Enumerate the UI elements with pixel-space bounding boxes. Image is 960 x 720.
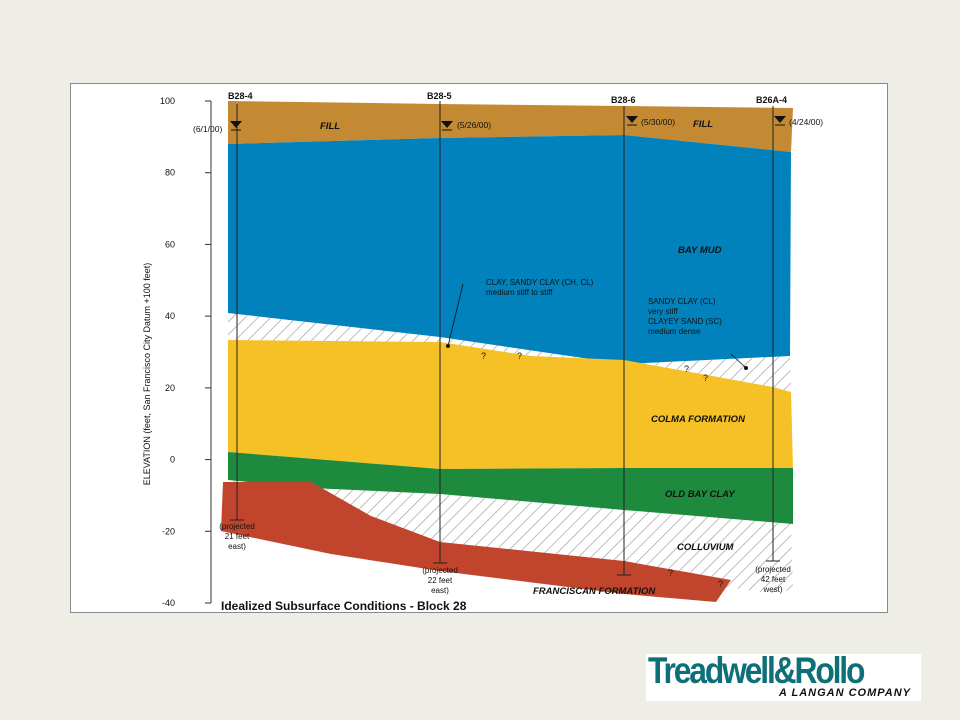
y-tick-label: 60 [165,239,175,249]
svg-text:21 feet: 21 feet [225,532,250,541]
svg-text:SANDY CLAY (CL): SANDY CLAY (CL) [648,297,716,306]
boring-id-b28-5: B28-5 [427,91,452,101]
y-tick-label: 0 [170,455,175,465]
water-level-icon [626,116,638,126]
svg-text:CLAY, SANDY CLAY (CH, CL): CLAY, SANDY CLAY (CH, CL) [486,278,594,287]
y-tick-label: -40 [162,598,175,608]
uncertain-mark: ? [703,373,708,383]
y-tick-label: 40 [165,311,175,321]
svg-text:CLAYEY SAND (SC): CLAYEY SAND (SC) [648,317,722,326]
uncertain-mark: ? [517,351,522,361]
layer-label-franciscan: FRANCISCAN FORMATION [533,586,656,597]
diagram-canvas: 100 80 60 40 20 0 -20 -40 ELEVATION (feet, San … [142,91,823,613]
layer-label-fill-left: FILL [320,121,340,132]
franciscan-formation-layer [221,482,731,602]
boring-note-b26a-4: (projected 42 feet west) [755,565,791,594]
uncertain-mark: ? [684,364,689,374]
boring-date-b28-4: (6/1/00) [193,124,222,134]
y-tick-label: -20 [162,526,175,536]
svg-text:medium stiff to stiff: medium stiff to stiff [486,288,553,297]
layer-label-old-bay-clay: OLD BAY CLAY [665,489,736,500]
company-logo: Treadwell&Rollo A LANGAN COMPANY [646,650,921,701]
svg-text:very stiff: very stiff [648,307,678,316]
y-tick-label: 80 [165,168,175,178]
svg-text:(projected: (projected [219,522,255,531]
svg-text:(projected: (projected [422,566,458,575]
svg-text:east): east) [431,586,449,595]
y-tick-label: 20 [165,383,175,393]
boring-date-b28-6: (5/30/00) [641,117,675,127]
svg-text:west): west) [762,585,782,594]
bay-mud-layer [228,135,791,364]
y-axis-label: ELEVATION (feet, San Francisco City Datu… [142,263,152,486]
callout-sandy: SANDY CLAY (CL) very stiff CLAYEY SAND (… [648,297,722,336]
y-tick-label: 100 [160,96,175,106]
callout-point-clay [446,344,450,348]
logo-tagline: A LANGAN COMPANY [778,687,911,699]
callout-leader-clay [447,283,464,347]
svg-text:(projected: (projected [755,565,791,574]
colluvium-hatch [228,480,793,593]
callout-leader-sandy [730,353,747,369]
colma-formation-layer [228,340,793,469]
boring-date-b28-5: (5/26/00) [457,120,491,130]
uncertain-mark: ? [718,579,723,589]
subsurface-diagram: 100 80 60 40 20 0 -20 -40 ELEVATION (feet, San … [70,83,888,613]
boring-date-b26a-4: (4/24/00) [789,117,823,127]
svg-text:medium dense: medium dense [648,327,701,336]
boring-note-b28-4: (projected 21 feet east) [219,522,255,551]
clay-lens-hatch [228,313,791,392]
uncertain-mark: ? [481,351,486,361]
callout-clay: CLAY, SANDY CLAY (CH, CL) medium stiff t… [486,278,594,297]
fill-layer [228,101,793,152]
logo-wordmark: Treadwell&Rollo [648,650,865,691]
diagram-title: Idealized Subsurface Conditions - Block … [221,599,467,613]
layer-label-colma: COLMA FORMATION [651,414,746,425]
boring-note-b28-5: (projected 22 feet east) [422,566,458,595]
water-level-icon [441,121,453,131]
old-bay-clay-layer [228,452,793,524]
boring-id-b28-4: B28-4 [228,91,253,101]
layer-label-colluvium: COLLUVIUM [677,542,735,553]
y-axis-ticks: 100 80 60 40 20 0 -20 -40 [160,96,211,608]
uncertain-mark: ? [668,568,673,578]
layer-label-bay-mud: BAY MUD [678,245,722,256]
layer-label-fill-right: FILL [693,119,713,130]
water-level-icon [230,121,242,131]
water-level-icon [774,116,786,126]
svg-text:east): east) [228,542,246,551]
callout-point-sandy [744,366,748,370]
boring-id-b26a-4: B26A-4 [756,95,787,105]
svg-text:42 feet: 42 feet [761,575,786,584]
boring-id-b28-6: B28-6 [611,95,636,105]
svg-text:22 feet: 22 feet [428,576,453,585]
